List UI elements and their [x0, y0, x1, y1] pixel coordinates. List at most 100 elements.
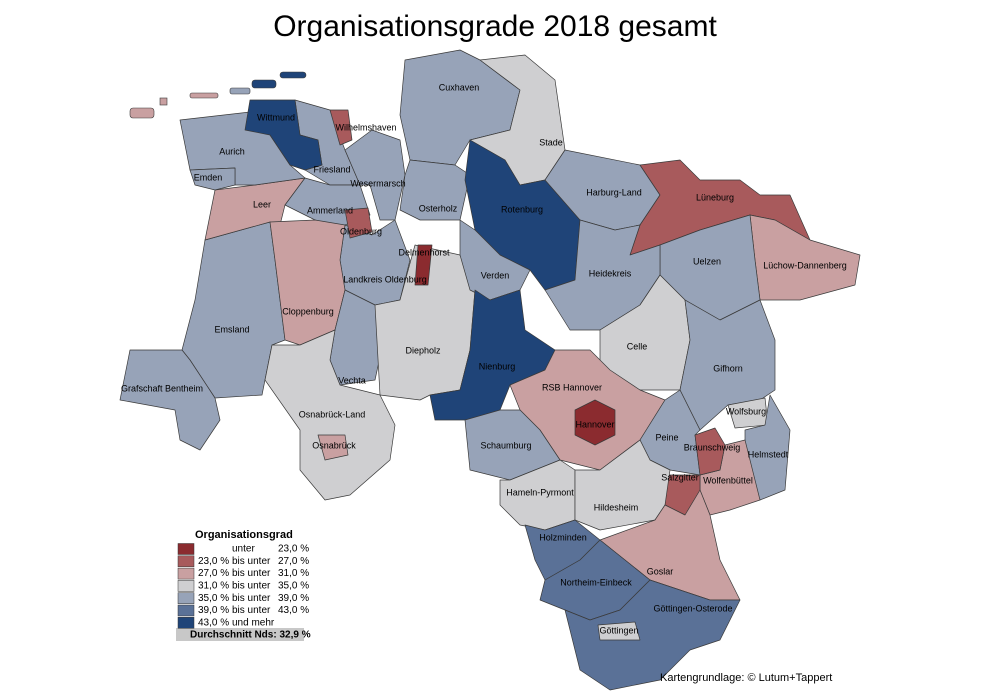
region-label: Northeim-Einbeck	[560, 577, 632, 587]
region-label: Braunschweig	[684, 442, 741, 452]
legend-connector: bis unter	[232, 581, 271, 592]
region-label: Wolfsburg	[726, 406, 766, 416]
legend-connector: bis unter	[232, 605, 271, 616]
region-label: Goslar	[647, 566, 674, 576]
legend-from: 35,0 %	[198, 593, 229, 604]
region-label: Leer	[253, 199, 271, 209]
islands	[129, 71, 307, 119]
region-label: Ammerland	[307, 205, 353, 215]
legend-swatch	[177, 604, 195, 617]
region-label: Aurich	[219, 146, 245, 156]
region-label: Wittmund	[257, 112, 295, 122]
region-label: Emden	[194, 172, 223, 182]
region	[574, 439, 671, 531]
region-label: Helmstedt	[748, 449, 789, 459]
island	[229, 87, 251, 95]
legend-connector: bis unter	[232, 568, 271, 579]
region-label: Göttingen-Osterode	[653, 603, 732, 613]
region-label: Landkreis Oldenburg	[343, 274, 427, 284]
region-label: Osterholz	[419, 203, 458, 213]
region-label: Harburg-Land	[586, 187, 642, 197]
region	[564, 579, 741, 691]
legend-from: 39,0 %	[198, 605, 229, 616]
average-box	[176, 628, 304, 641]
legend: Organisationsgrad Durchschnitt Nds: 32,9…	[176, 529, 311, 641]
island	[189, 92, 219, 99]
region-label: Rotenburg	[501, 204, 543, 214]
region	[244, 99, 323, 171]
region-label: Nienburg	[479, 361, 516, 371]
region-label: Cloppenburg	[282, 306, 334, 316]
region	[329, 109, 353, 146]
legend-from: 23,0 %	[198, 556, 229, 567]
region	[574, 399, 616, 446]
legend-to: 23,0 %	[278, 544, 309, 555]
region-label: Holzminden	[539, 532, 587, 542]
region	[344, 207, 373, 239]
region	[189, 167, 236, 191]
legend-from: 27,0 %	[198, 568, 229, 579]
legend-to: 27,0 %	[278, 556, 309, 567]
region-label: Wilhelmshaven	[335, 122, 396, 132]
region-label: Stade	[539, 137, 563, 147]
region	[749, 214, 861, 301]
region	[399, 159, 471, 221]
region-labels: Emsland Grafschaft Bentheim Leer Aurich Emde…	[121, 82, 847, 635]
region	[694, 427, 726, 476]
region	[264, 329, 396, 501]
region	[414, 244, 433, 286]
legend-swatch	[177, 555, 195, 568]
legend-swatch	[177, 580, 195, 592]
credit: Kartengrundlage: © Lutum+Tappert	[660, 672, 832, 684]
legend-to: 31,0 %	[278, 568, 309, 579]
region-label: Hildesheim	[594, 502, 639, 512]
legend-to: 39,0 %	[278, 593, 309, 604]
region-label: Celle	[627, 341, 648, 351]
region	[464, 409, 561, 481]
region-label: Peine	[655, 432, 678, 442]
region-label: Lüneburg	[696, 192, 734, 202]
island	[129, 107, 155, 119]
region-label: Oldenburg	[340, 226, 382, 236]
legend-to: 43,0 %	[278, 605, 309, 616]
region	[597, 621, 641, 641]
region-label: Göttingen	[599, 625, 638, 635]
average: Durchschnitt Nds: 32,9 %	[190, 630, 311, 641]
legend-connector: bis unter	[232, 556, 271, 567]
region-label: Hannover	[575, 419, 614, 429]
legend-connector: und mehr	[232, 617, 275, 628]
region-label: RSB Hannover	[542, 382, 602, 392]
region-label: Verden	[481, 270, 510, 280]
region-label: Vechta	[338, 375, 366, 385]
region-label: Salzgitter	[661, 472, 699, 482]
legend-to: 35,0 %	[278, 581, 309, 592]
title: Organisationsgrade 2018 gesamt	[273, 10, 717, 43]
legend-swatch	[177, 592, 195, 604]
legend-connector: unter	[232, 544, 255, 555]
region-label: Lüchow-Dannenberg	[763, 260, 847, 270]
region-label: Wesermarsch	[350, 178, 405, 188]
region-label: Osnabrück	[312, 440, 356, 450]
region-label: Cuxhaven	[439, 82, 480, 92]
legend-from: 31,0 %	[198, 581, 229, 592]
legend-connector: bis unter	[232, 593, 271, 604]
region-label: Uelzen	[693, 256, 721, 266]
region-label: Grafschaft Bentheim	[121, 383, 203, 393]
legend-swatch	[177, 543, 195, 555]
regions	[119, 49, 861, 691]
legend-swatch	[177, 567, 195, 580]
region-label: Schaumburg	[480, 440, 531, 450]
region-label: Delmenhorst	[398, 247, 450, 257]
region-label: Hameln-Pyrmont	[506, 487, 574, 497]
island	[279, 71, 307, 79]
region-label: Heidekreis	[589, 268, 632, 278]
legend-from: 43,0 %	[198, 617, 229, 628]
island	[251, 79, 277, 89]
region-label: Emsland	[214, 324, 249, 334]
region	[119, 349, 221, 451]
region-label: Wolfenbüttel	[703, 475, 753, 485]
region	[317, 434, 349, 461]
legend-swatch	[177, 617, 195, 629]
island	[159, 97, 168, 106]
